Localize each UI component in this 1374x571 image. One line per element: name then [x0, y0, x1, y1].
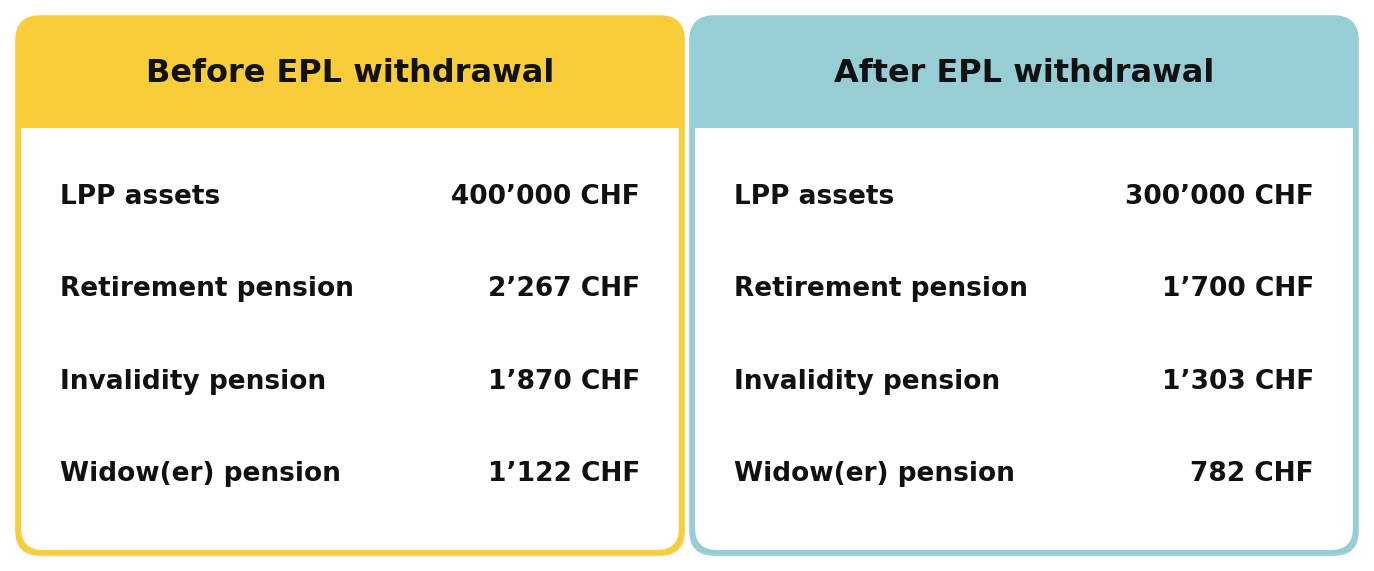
- FancyBboxPatch shape: [21, 128, 679, 550]
- FancyBboxPatch shape: [695, 128, 1353, 550]
- Text: 2’267 CHF: 2’267 CHF: [488, 276, 640, 303]
- Text: 300’000 CHF: 300’000 CHF: [1125, 184, 1314, 210]
- Text: LPP assets: LPP assets: [60, 184, 220, 210]
- Text: Retirement pension: Retirement pension: [734, 276, 1028, 303]
- Text: 1’870 CHF: 1’870 CHF: [488, 369, 640, 395]
- Text: Widow(er) pension: Widow(er) pension: [60, 461, 341, 487]
- Text: After EPL withdrawal: After EPL withdrawal: [834, 58, 1215, 89]
- Text: Retirement pension: Retirement pension: [60, 276, 354, 303]
- Text: 400’000 CHF: 400’000 CHF: [451, 184, 640, 210]
- Text: 1’122 CHF: 1’122 CHF: [488, 461, 640, 487]
- Text: Before EPL withdrawal: Before EPL withdrawal: [146, 58, 554, 89]
- Text: 782 CHF: 782 CHF: [1190, 461, 1314, 487]
- FancyBboxPatch shape: [692, 18, 1356, 553]
- Text: LPP assets: LPP assets: [734, 184, 894, 210]
- Text: 1’303 CHF: 1’303 CHF: [1162, 369, 1314, 395]
- FancyBboxPatch shape: [18, 18, 682, 553]
- Text: Invalidity pension: Invalidity pension: [60, 369, 326, 395]
- Text: 1’700 CHF: 1’700 CHF: [1162, 276, 1314, 303]
- Bar: [695, 128, 1353, 150]
- Text: Invalidity pension: Invalidity pension: [734, 369, 1000, 395]
- Bar: [21, 128, 679, 150]
- Text: Widow(er) pension: Widow(er) pension: [734, 461, 1015, 487]
